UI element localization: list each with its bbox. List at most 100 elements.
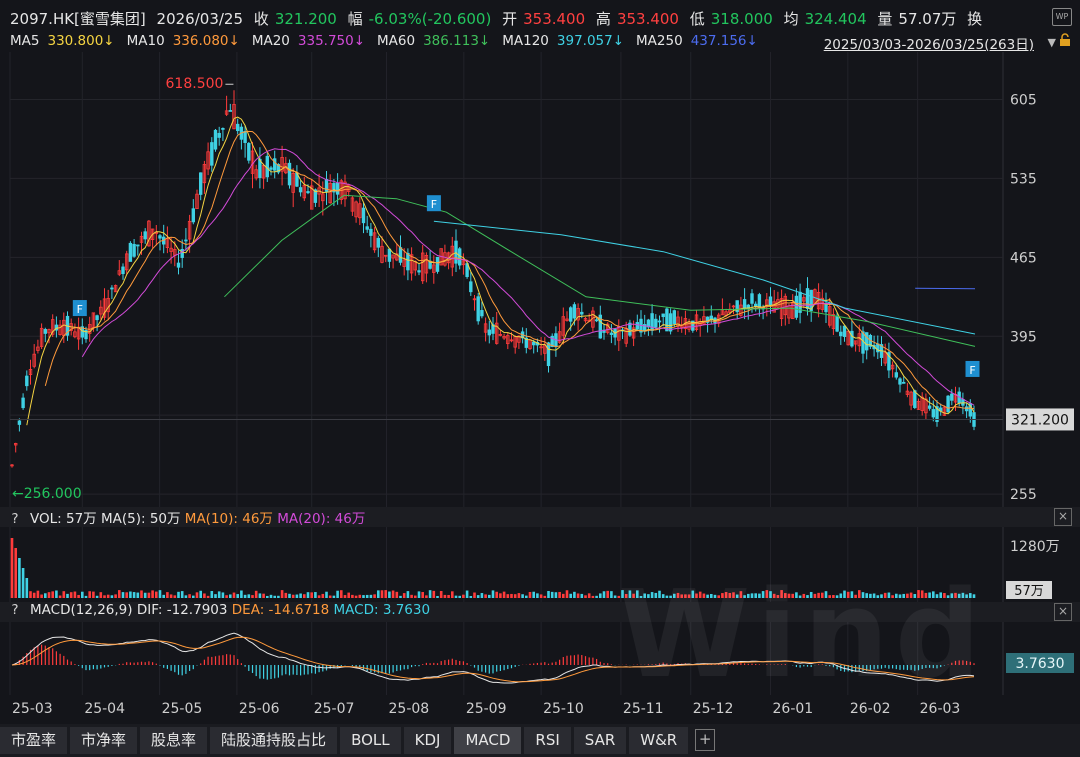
tab-0[interactable]: 市盈率 (0, 727, 68, 754)
volume-bar (343, 595, 347, 598)
tab-4[interactable]: BOLL (340, 727, 401, 754)
volume-bar (946, 595, 950, 598)
candle-body (898, 378, 902, 385)
volume-bar (639, 595, 643, 598)
date-range[interactable]: 2025/03/03-2026/03/25(263日) (823, 37, 1034, 53)
volume-bar (650, 592, 654, 598)
avg-value: 324.404 (804, 10, 867, 28)
volume-bar (358, 594, 362, 598)
candle-body (598, 314, 602, 339)
ma-value: 437.156↓ (690, 33, 758, 49)
ma-label: MA60 (377, 33, 416, 49)
macd-title: MACD(12,26,9) (30, 602, 133, 618)
candle-body (409, 254, 414, 274)
tab-7[interactable]: RSI (524, 727, 571, 754)
candle-body (99, 306, 103, 315)
volume-bar (51, 591, 54, 598)
x-tick-label: 25-10 (543, 701, 584, 717)
volume-bar (225, 595, 228, 598)
volume-bar (647, 594, 650, 598)
help-icon[interactable]: ? (11, 511, 19, 527)
tab-3[interactable]: 陆股通持股占比 (210, 727, 338, 754)
volume-bar (214, 594, 217, 598)
volume-bar (40, 594, 43, 598)
stock-code[interactable]: 2097.HK[蜜雪集团] (10, 10, 146, 28)
volume-bar (869, 593, 872, 598)
close-icon[interactable]: × (1054, 603, 1072, 621)
volume-bar (147, 592, 151, 598)
tab-6[interactable]: MACD (454, 727, 522, 754)
volume-bar (125, 592, 128, 598)
candle-body (51, 319, 55, 335)
volume-bar (724, 592, 728, 598)
volume-bar (791, 593, 794, 598)
candle-body (665, 308, 669, 332)
volume-bar (36, 590, 40, 598)
volume-bar (739, 591, 743, 598)
volume-bar (902, 593, 905, 598)
candle-body (443, 252, 447, 266)
volume-bar (565, 590, 569, 598)
volume-bar (273, 595, 276, 598)
volume-bar (621, 590, 624, 598)
volume-bar (606, 590, 609, 598)
tab-5[interactable]: KDJ (403, 727, 452, 754)
candle-body (210, 142, 214, 166)
x-tick-label: 25-11 (623, 701, 664, 717)
close-icon[interactable]: × (1054, 508, 1072, 526)
candle-body (191, 208, 195, 223)
vol-ma10-label: MA(10): 46万 (184, 511, 273, 527)
volume-bar (887, 592, 891, 598)
chart-canvas[interactable]: 255 395 465 535 605 25-03 25-04 25-05 25-06 25-07… (0, 0, 1080, 724)
candle-body (676, 316, 680, 327)
change-label: 幅 (347, 10, 363, 28)
add-tab-button[interactable]: + (695, 729, 716, 751)
candle-body (228, 110, 232, 112)
lock-icon[interactable] (1058, 33, 1072, 47)
vol-label: VOL: 57万 (30, 511, 97, 527)
dropdown-triangle-icon[interactable]: ▼ (1047, 36, 1056, 49)
candle-body (365, 226, 369, 230)
tab-9[interactable]: W&R (629, 727, 689, 754)
ma5-line (26, 116, 975, 426)
x-tick-label: 25-12 (693, 701, 734, 717)
volume-bar (550, 591, 554, 598)
volume-bar (414, 595, 417, 598)
tab-2[interactable]: 股息率 (140, 727, 208, 754)
x-tick-label: 26-01 (773, 701, 814, 717)
candle-body (450, 245, 454, 268)
volume-bar (569, 593, 572, 598)
ma120-line (433, 220, 976, 335)
volume-bar (365, 594, 369, 598)
candle-body (702, 316, 706, 325)
low-label: 低 (689, 10, 705, 28)
ma-legend-item: MA120 397.057↓ (502, 33, 630, 49)
candle-body (576, 308, 580, 321)
wp-icon[interactable]: WP (1052, 8, 1072, 26)
candle-body (865, 332, 869, 351)
x-tick-label: 25-03 (12, 701, 53, 717)
volume-bar (865, 593, 868, 598)
dea-line (11, 636, 975, 683)
candle-body (261, 165, 266, 179)
candle-body (853, 340, 858, 345)
volume-bar (143, 592, 147, 598)
candle-body (454, 240, 458, 264)
candle-body (890, 364, 895, 370)
candle-body (128, 242, 133, 262)
volume-bar (628, 590, 632, 598)
help-icon[interactable]: ? (11, 602, 19, 618)
volume-bar (284, 592, 288, 598)
candle-body (524, 337, 528, 348)
tab-8[interactable]: SAR (573, 727, 627, 754)
volume-bar (513, 594, 517, 598)
candle-body (857, 333, 861, 347)
candle-body (383, 254, 388, 257)
flag-marker (426, 195, 441, 212)
candle-body (125, 253, 129, 271)
volume-bar (110, 595, 114, 598)
volume-bar (547, 590, 550, 598)
volume-bar (217, 591, 221, 598)
tab-1[interactable]: 市净率 (70, 727, 138, 754)
volume-bar (924, 592, 928, 598)
